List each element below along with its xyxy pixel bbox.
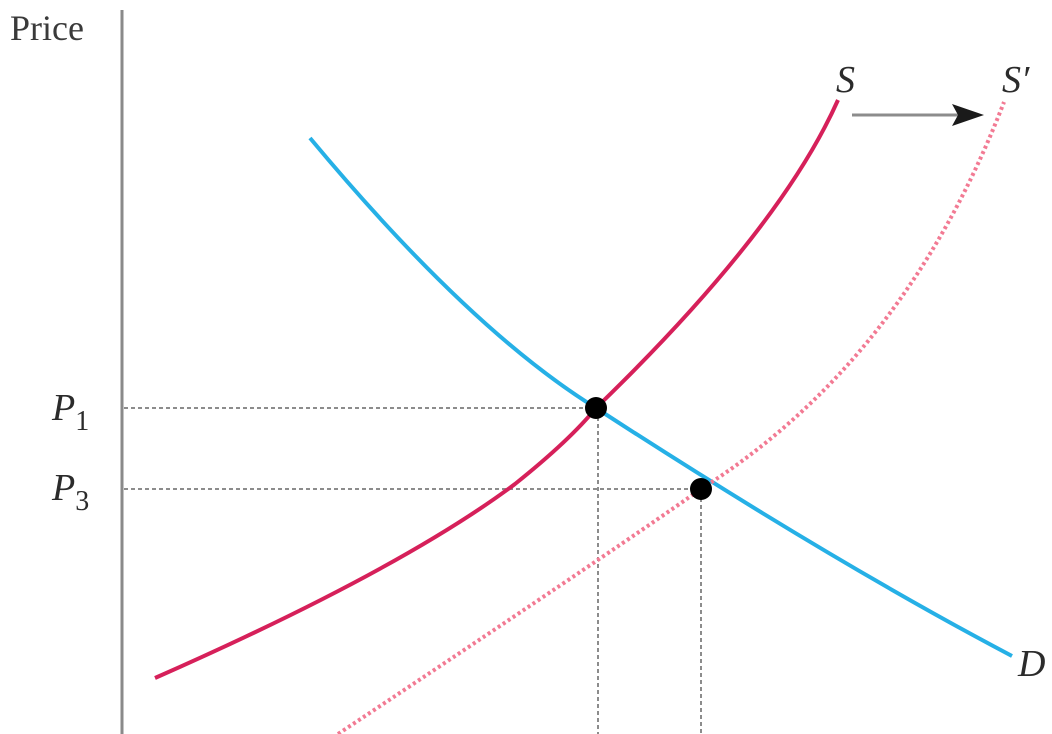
supply-label: S [836, 59, 855, 101]
y-axis-title: Price [10, 8, 84, 48]
price-label-p3: P3 [51, 467, 89, 517]
price-label-p1-sub: 1 [75, 406, 89, 437]
price-label-p1: P1 [51, 387, 89, 437]
equilibrium-point-new [690, 478, 712, 500]
demand-curve [308, 136, 1013, 658]
price-label-p3-symbol: P [51, 467, 75, 509]
equilibrium-point-initial [585, 397, 607, 419]
right-arrow-icon [852, 104, 984, 126]
supply-curve [154, 99, 840, 680]
demand-label: D [1017, 643, 1045, 685]
price-label-p1-symbol: P [51, 387, 75, 429]
supply-shifted-label: S′ [1002, 59, 1030, 101]
supply-shifted-curve [336, 101, 1006, 734]
price-label-p3-sub: 3 [75, 486, 89, 517]
